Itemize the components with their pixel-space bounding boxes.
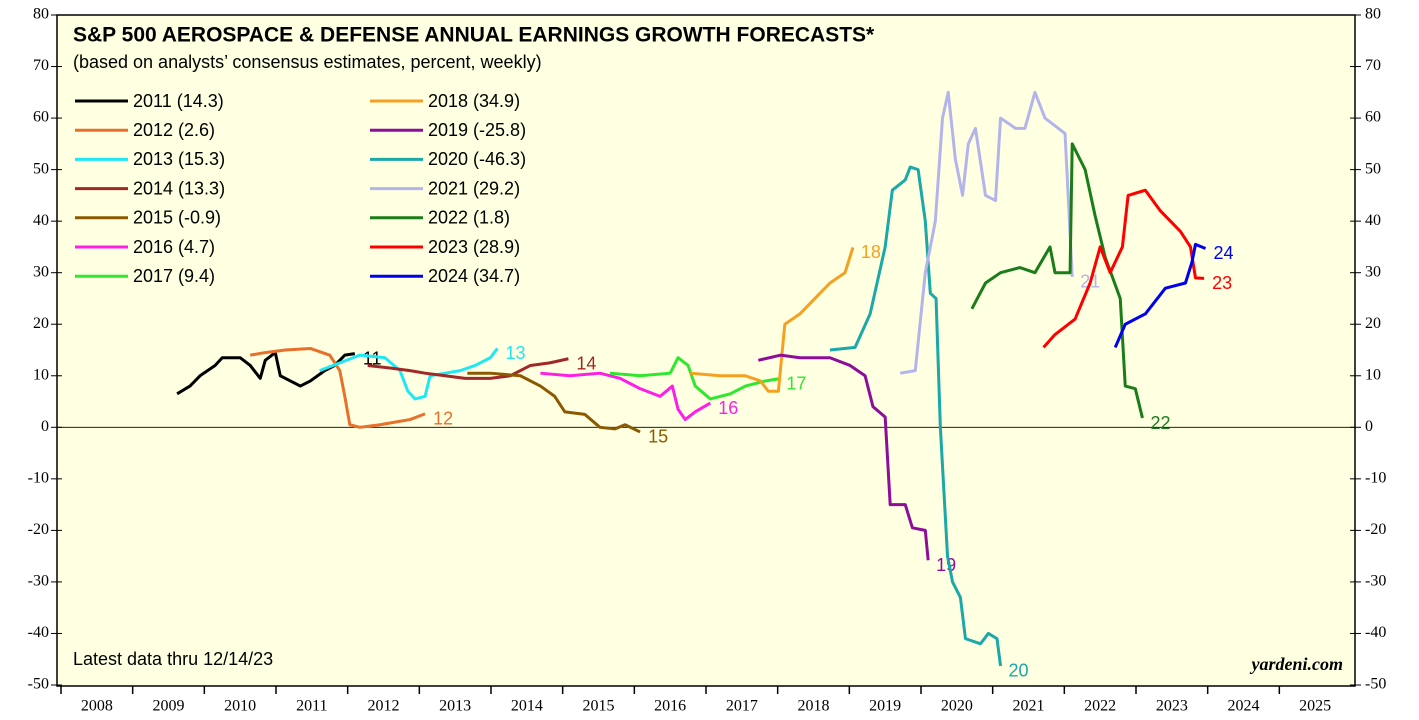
series-line [319, 347, 499, 401]
y-tick-label: 80 [33, 6, 49, 23]
series-line [757, 353, 930, 561]
end-label: 11 [363, 348, 382, 368]
legend-label: 2016 (4.7) [133, 237, 215, 257]
series-line [899, 90, 1074, 375]
legend-label: 2011 (14.3) [133, 91, 224, 111]
x-tick-label: 2014 [511, 698, 543, 715]
chart-subtitle: (based on analysts’ consensus estimates,… [73, 52, 542, 72]
x-tick-label: 2013 [439, 698, 471, 715]
legend-label: 2017 (9.4) [133, 266, 215, 286]
y-tick-label-right: 0 [1365, 418, 1373, 435]
y-tick-label-right: 10 [1365, 366, 1381, 383]
end-label: 22 [1150, 413, 1170, 433]
x-tick-label: 2023 [1156, 698, 1188, 715]
chart-title: S&P 500 AEROSPACE & DEFENSE ANNUAL EARNI… [73, 24, 875, 47]
end-label: 15 [648, 427, 668, 447]
y-tick-label-right: 50 [1365, 160, 1381, 177]
legend-label: 2021 (29.2) [428, 178, 520, 198]
x-tick-label: 2017 [726, 698, 758, 715]
legend-label: 2022 (1.8) [428, 208, 510, 228]
y-tick-label: -30 [28, 573, 49, 590]
y-tick-label-right: 40 [1365, 212, 1381, 229]
y-tick-label: 0 [41, 418, 49, 435]
legend-label: 2019 (-25.8) [428, 120, 526, 140]
y-tick-label-right: -40 [1365, 624, 1386, 641]
end-label: 12 [433, 409, 453, 429]
legend-label: 2023 (28.9) [428, 237, 520, 257]
source: yardeni.com [1250, 654, 1344, 674]
x-tick-label: 2018 [798, 698, 830, 715]
y-tick-label-right: -30 [1365, 573, 1386, 590]
end-label: 13 [505, 343, 525, 363]
end-label: 24 [1214, 243, 1234, 263]
y-tick-label: 50 [33, 160, 49, 177]
series-line [970, 142, 1144, 419]
series-line [367, 357, 569, 380]
y-tick-label-right: 70 [1365, 57, 1381, 74]
x-tick-label: 2024 [1228, 698, 1260, 715]
y-tick-label: 20 [33, 315, 49, 332]
series-line [1113, 242, 1207, 349]
y-tick-label: -40 [28, 624, 49, 641]
x-tick-label: 2008 [81, 698, 113, 715]
end-label: 17 [786, 374, 806, 394]
x-tick-label: 2021 [1013, 698, 1045, 715]
legend-label: 2014 (13.3) [133, 178, 225, 198]
end-label: 14 [576, 354, 596, 374]
y-tick-label-right: 60 [1365, 109, 1381, 126]
y-tick-label-right: -50 [1365, 676, 1386, 693]
y-tick-label: -10 [28, 470, 49, 487]
plot-area [56, 14, 1356, 687]
y-tick-label: 40 [33, 212, 49, 229]
end-label: 16 [718, 398, 738, 418]
y-tick-label: -50 [28, 676, 49, 693]
x-tick-label: 2016 [654, 698, 686, 715]
series-line [467, 371, 641, 434]
end-label: 20 [1009, 661, 1029, 681]
x-tick-label: 2020 [941, 698, 973, 715]
legend-label: 2012 (2.6) [133, 120, 215, 140]
y-tick-label-right: 80 [1365, 6, 1381, 23]
series-line [690, 246, 855, 393]
y-tick-label: 10 [33, 366, 49, 383]
y-tick-label: 70 [33, 57, 49, 74]
x-tick-label: 2012 [368, 698, 400, 715]
end-label: 23 [1212, 273, 1232, 293]
y-tick-label: 60 [33, 109, 49, 126]
x-tick-label: 2015 [583, 698, 615, 715]
x-tick-label: 2025 [1299, 698, 1331, 715]
x-tick-label: 2010 [224, 698, 256, 715]
series-line [1042, 188, 1205, 349]
x-tick-label: 2022 [1084, 698, 1116, 715]
note: Latest data thru 12/14/23 [73, 649, 273, 669]
y-tick-label-right: 20 [1365, 315, 1381, 332]
y-tick-label: 30 [33, 263, 49, 280]
end-label: 19 [936, 555, 956, 575]
y-tick-label: -20 [28, 521, 49, 538]
legend-label: 2013 (15.3) [133, 149, 225, 169]
x-tick-label: 2011 [296, 698, 327, 715]
series-line [540, 371, 712, 422]
y-tick-label-right: 30 [1365, 263, 1381, 280]
y-tick-label-right: -20 [1365, 521, 1386, 538]
x-tick-label: 2009 [153, 698, 185, 715]
x-tick-label: 2019 [869, 698, 901, 715]
end-label: 18 [861, 242, 881, 262]
legend-label: 2015 (-0.9) [133, 208, 221, 228]
legend-label: 2024 (34.7) [428, 266, 520, 286]
series-line [176, 351, 356, 396]
y-tick-label-right: -10 [1365, 470, 1386, 487]
series-line [829, 165, 1003, 667]
legend-label: 2020 (-46.3) [428, 149, 526, 169]
legend-label: 2018 (34.9) [428, 91, 520, 111]
series-line [249, 346, 426, 429]
series-line [609, 356, 779, 401]
